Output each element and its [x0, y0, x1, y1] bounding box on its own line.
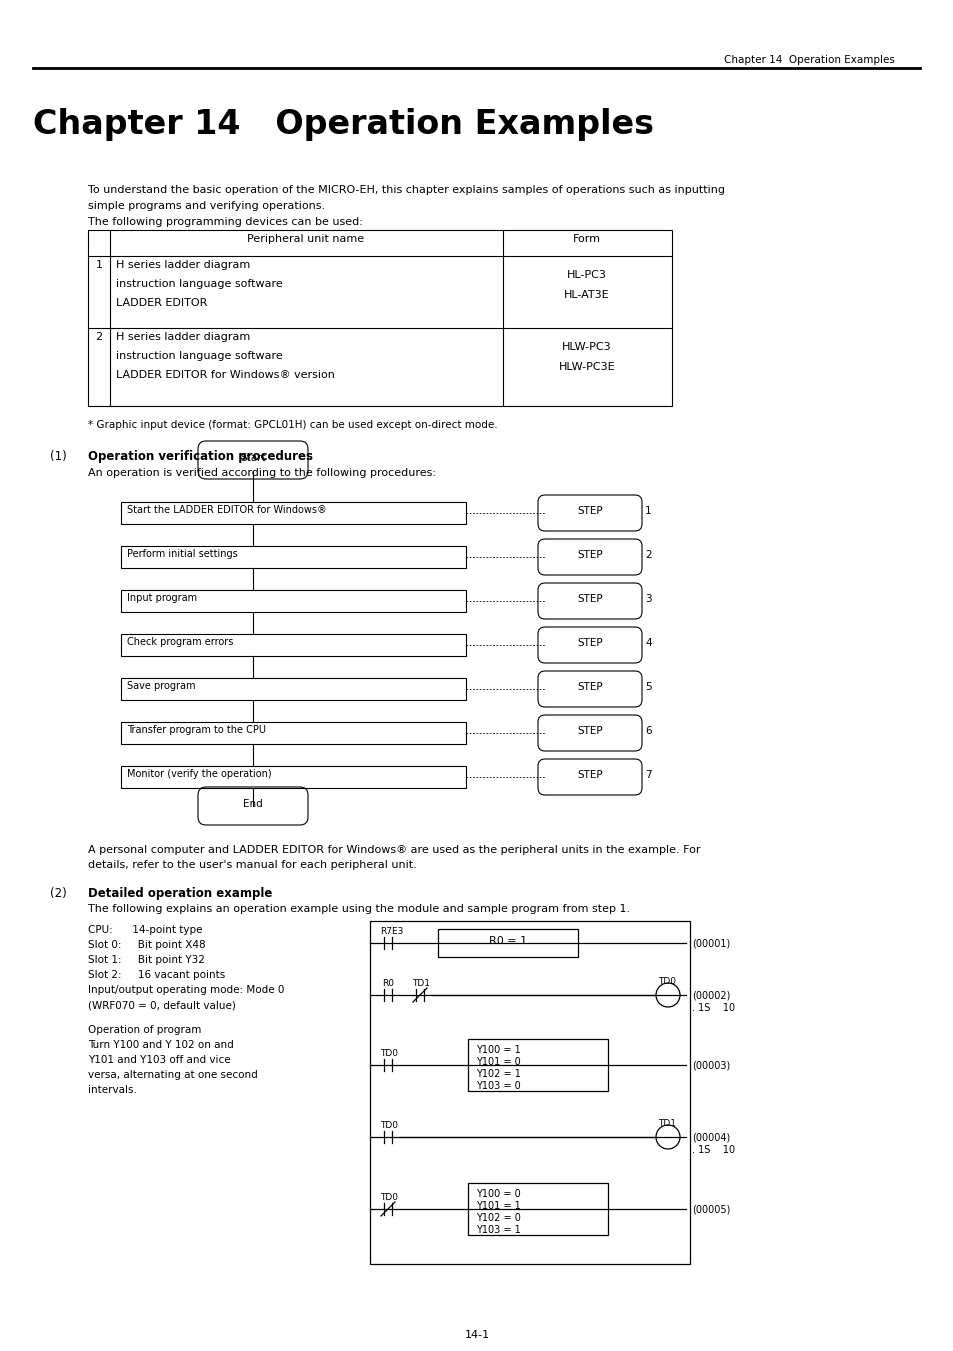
Text: Y102 = 1: Y102 = 1 — [476, 1069, 520, 1079]
Text: Y100 = 0: Y100 = 0 — [476, 1189, 520, 1198]
Text: STEP: STEP — [577, 638, 602, 648]
Text: Chapter 14   Operation Examples: Chapter 14 Operation Examples — [33, 108, 654, 141]
Text: HLW-PC3E: HLW-PC3E — [558, 362, 615, 372]
Bar — [370, 921, 689, 1265]
Text: 14-1: 14-1 — [464, 1329, 489, 1340]
Text: HLW-PC3: HLW-PC3 — [561, 342, 611, 353]
Text: Form: Form — [573, 234, 600, 245]
Text: Check program errors: Check program errors — [127, 638, 233, 647]
Text: R0 = 1: R0 = 1 — [489, 936, 526, 946]
Bar — [468, 1183, 607, 1235]
Text: To understand the basic operation of the MICRO-EH, this chapter explains samples: To understand the basic operation of the… — [88, 185, 724, 195]
Text: instruction language software: instruction language software — [116, 280, 282, 289]
Bar — [121, 766, 465, 788]
Text: 3: 3 — [644, 594, 651, 604]
Text: 1: 1 — [644, 507, 651, 516]
Bar — [468, 1039, 607, 1092]
Text: (WRF070 = 0, default value): (WRF070 = 0, default value) — [88, 1000, 235, 1011]
Text: STEP: STEP — [577, 507, 602, 516]
Text: CPU:      14-point type: CPU: 14-point type — [88, 925, 202, 935]
Text: Input/output operating mode: Mode 0: Input/output operating mode: Mode 0 — [88, 985, 284, 994]
Text: TD1: TD1 — [658, 1119, 676, 1128]
Text: . 1S    10: . 1S 10 — [691, 1146, 735, 1155]
Text: . 1S    10: . 1S 10 — [691, 1002, 735, 1013]
Bar — [121, 721, 465, 744]
Text: 4: 4 — [644, 638, 651, 648]
Text: Slot 0:     Bit point X48: Slot 0: Bit point X48 — [88, 940, 206, 950]
Bar — [121, 634, 465, 657]
Text: * Graphic input device (format: GPCL01H) can be used except on-direct mode.: * Graphic input device (format: GPCL01H)… — [88, 420, 497, 430]
Text: H series ladder diagram: H series ladder diagram — [116, 332, 250, 342]
Text: Start the LADDER EDITOR for Windows®: Start the LADDER EDITOR for Windows® — [127, 505, 327, 515]
Text: simple programs and verifying operations.: simple programs and verifying operations… — [88, 201, 325, 211]
Text: instruction language software: instruction language software — [116, 351, 282, 361]
Text: STEP: STEP — [577, 682, 602, 692]
Text: (00003): (00003) — [691, 1061, 729, 1070]
Text: 1: 1 — [95, 259, 102, 270]
Bar — [121, 546, 465, 567]
Text: The following programming devices can be used:: The following programming devices can be… — [88, 218, 362, 227]
Text: (00001): (00001) — [691, 938, 729, 948]
Text: (00002): (00002) — [691, 990, 730, 1000]
Text: Y101 = 0: Y101 = 0 — [476, 1056, 520, 1067]
Text: Detailed operation example: Detailed operation example — [88, 888, 273, 900]
Text: TD0: TD0 — [658, 977, 676, 986]
Text: STEP: STEP — [577, 725, 602, 736]
Text: HL-AT3E: HL-AT3E — [563, 290, 609, 300]
Text: Peripheral unit name: Peripheral unit name — [247, 234, 364, 245]
Text: R0: R0 — [381, 979, 394, 988]
Text: Turn Y100 and Y 102 on and: Turn Y100 and Y 102 on and — [88, 1040, 233, 1050]
Text: 2: 2 — [95, 332, 103, 342]
Text: (00005): (00005) — [691, 1204, 730, 1215]
Text: 7: 7 — [644, 770, 651, 780]
Text: (00004): (00004) — [691, 1132, 729, 1142]
Bar — [121, 503, 465, 524]
Text: HL-PC3: HL-PC3 — [566, 270, 606, 280]
Text: TD1: TD1 — [412, 979, 430, 988]
Text: Chapter 14  Operation Examples: Chapter 14 Operation Examples — [723, 55, 894, 65]
Text: LADDER EDITOR for Windows® version: LADDER EDITOR for Windows® version — [116, 370, 335, 380]
Text: Y100 = 1: Y100 = 1 — [476, 1046, 520, 1055]
Text: intervals.: intervals. — [88, 1085, 136, 1096]
Text: Y101 and Y103 off and vice: Y101 and Y103 off and vice — [88, 1055, 231, 1065]
Text: Monitor (verify the operation): Monitor (verify the operation) — [127, 769, 272, 780]
Text: 6: 6 — [644, 725, 651, 736]
Text: End: End — [243, 798, 263, 809]
Text: Y103 = 0: Y103 = 0 — [476, 1081, 520, 1092]
Text: LADDER EDITOR: LADDER EDITOR — [116, 299, 207, 308]
Text: The following explains an operation example using the module and sample program : The following explains an operation exam… — [88, 904, 630, 915]
Text: Operation of program: Operation of program — [88, 1025, 201, 1035]
Text: versa, alternating at one second: versa, alternating at one second — [88, 1070, 257, 1079]
Bar — [437, 929, 578, 957]
Text: Slot 2:     16 vacant points: Slot 2: 16 vacant points — [88, 970, 225, 979]
Text: 5: 5 — [644, 682, 651, 692]
Text: Transfer program to the CPU: Transfer program to the CPU — [127, 725, 266, 735]
Text: 2: 2 — [644, 550, 651, 561]
Text: Y103 = 1: Y103 = 1 — [476, 1225, 520, 1235]
Bar — [88, 230, 671, 407]
Text: STEP: STEP — [577, 594, 602, 604]
Text: R7E3: R7E3 — [379, 927, 403, 936]
Text: (2): (2) — [50, 888, 67, 900]
Text: TD0: TD0 — [379, 1048, 397, 1058]
Text: An operation is verified according to the following procedures:: An operation is verified according to th… — [88, 467, 436, 478]
Text: (1): (1) — [50, 450, 67, 463]
Text: Save program: Save program — [127, 681, 195, 690]
Text: Start: Start — [240, 453, 266, 463]
Text: STEP: STEP — [577, 770, 602, 780]
Bar — [121, 678, 465, 700]
Text: details, refer to the user's manual for each peripheral unit.: details, refer to the user's manual for … — [88, 861, 416, 870]
Text: Y101 = 1: Y101 = 1 — [476, 1201, 520, 1210]
Text: Slot 1:     Bit point Y32: Slot 1: Bit point Y32 — [88, 955, 205, 965]
Text: Operation verification procedures: Operation verification procedures — [88, 450, 313, 463]
Bar — [121, 590, 465, 612]
Text: Y102 = 0: Y102 = 0 — [476, 1213, 520, 1223]
Text: TD0: TD0 — [379, 1193, 397, 1202]
Text: A personal computer and LADDER EDITOR for Windows® are used as the peripheral un: A personal computer and LADDER EDITOR fo… — [88, 844, 700, 855]
Text: Perform initial settings: Perform initial settings — [127, 549, 237, 559]
Text: Input program: Input program — [127, 593, 197, 603]
Text: TD0: TD0 — [379, 1121, 397, 1129]
Text: STEP: STEP — [577, 550, 602, 561]
Text: H series ladder diagram: H series ladder diagram — [116, 259, 250, 270]
